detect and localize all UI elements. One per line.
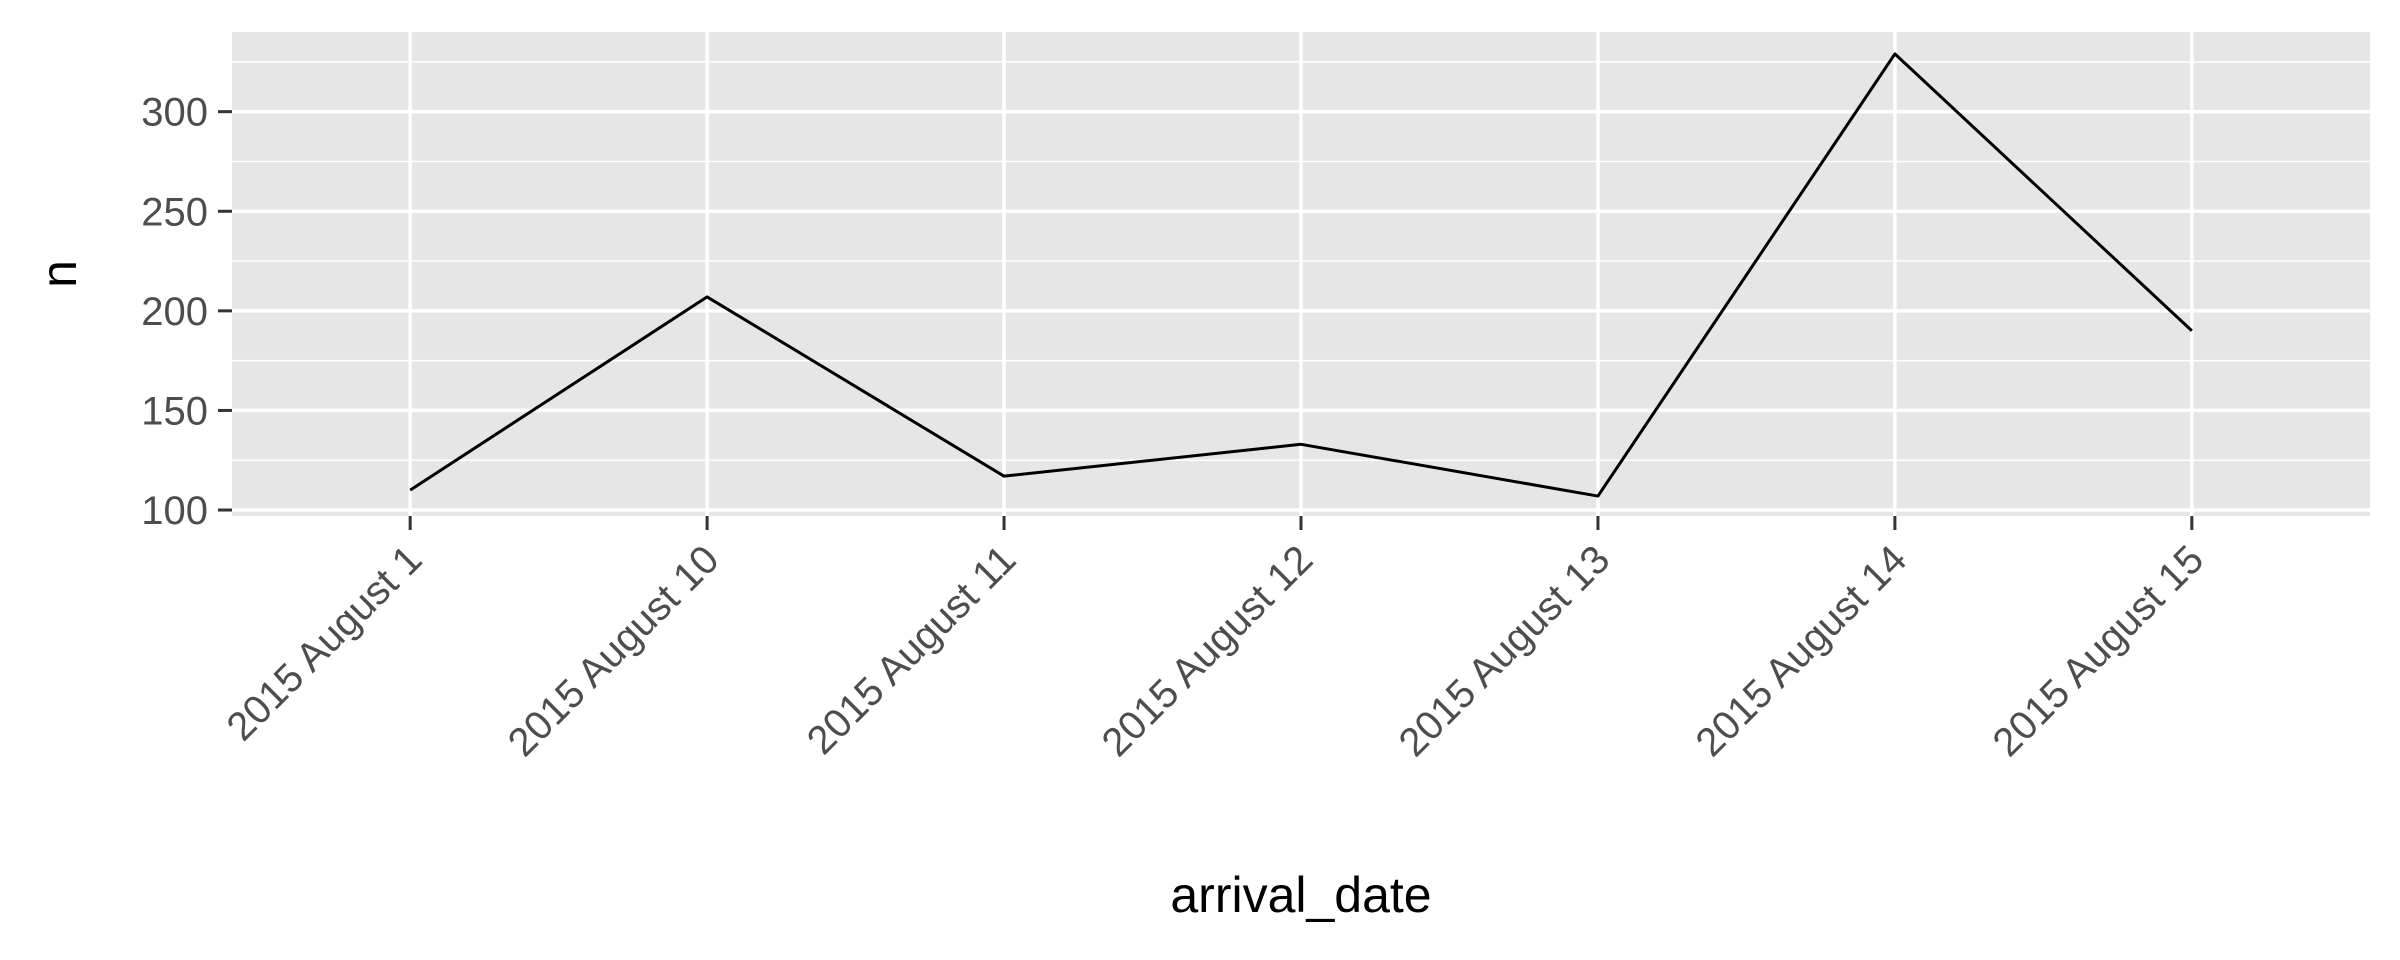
grid-layer bbox=[232, 32, 2370, 516]
y-axis-title: n bbox=[31, 260, 87, 288]
x-tick-label: 2015 August 12 bbox=[1094, 537, 1322, 765]
x-tick-label: 2015 August 11 bbox=[799, 537, 1025, 763]
x-tick-label: 2015 August 13 bbox=[1391, 537, 1619, 765]
series-line bbox=[409, 52, 2193, 498]
x-tick-label: 2015 August 14 bbox=[1688, 537, 1916, 765]
x-tick-label: 2015 August 10 bbox=[500, 537, 728, 765]
x-tick-label: 2015 August 15 bbox=[1984, 537, 2212, 765]
y-tick-label: 200 bbox=[141, 290, 208, 334]
y-tick-label: 100 bbox=[141, 489, 208, 533]
x-tick-label: 2015 August 1 bbox=[219, 537, 431, 749]
x-axis-title: arrival_date bbox=[1170, 867, 1431, 923]
y-tick-label: 150 bbox=[141, 389, 208, 433]
y-tick-label: 300 bbox=[141, 91, 208, 135]
y-tick-label: 250 bbox=[141, 190, 208, 234]
series-layer bbox=[409, 52, 2193, 498]
